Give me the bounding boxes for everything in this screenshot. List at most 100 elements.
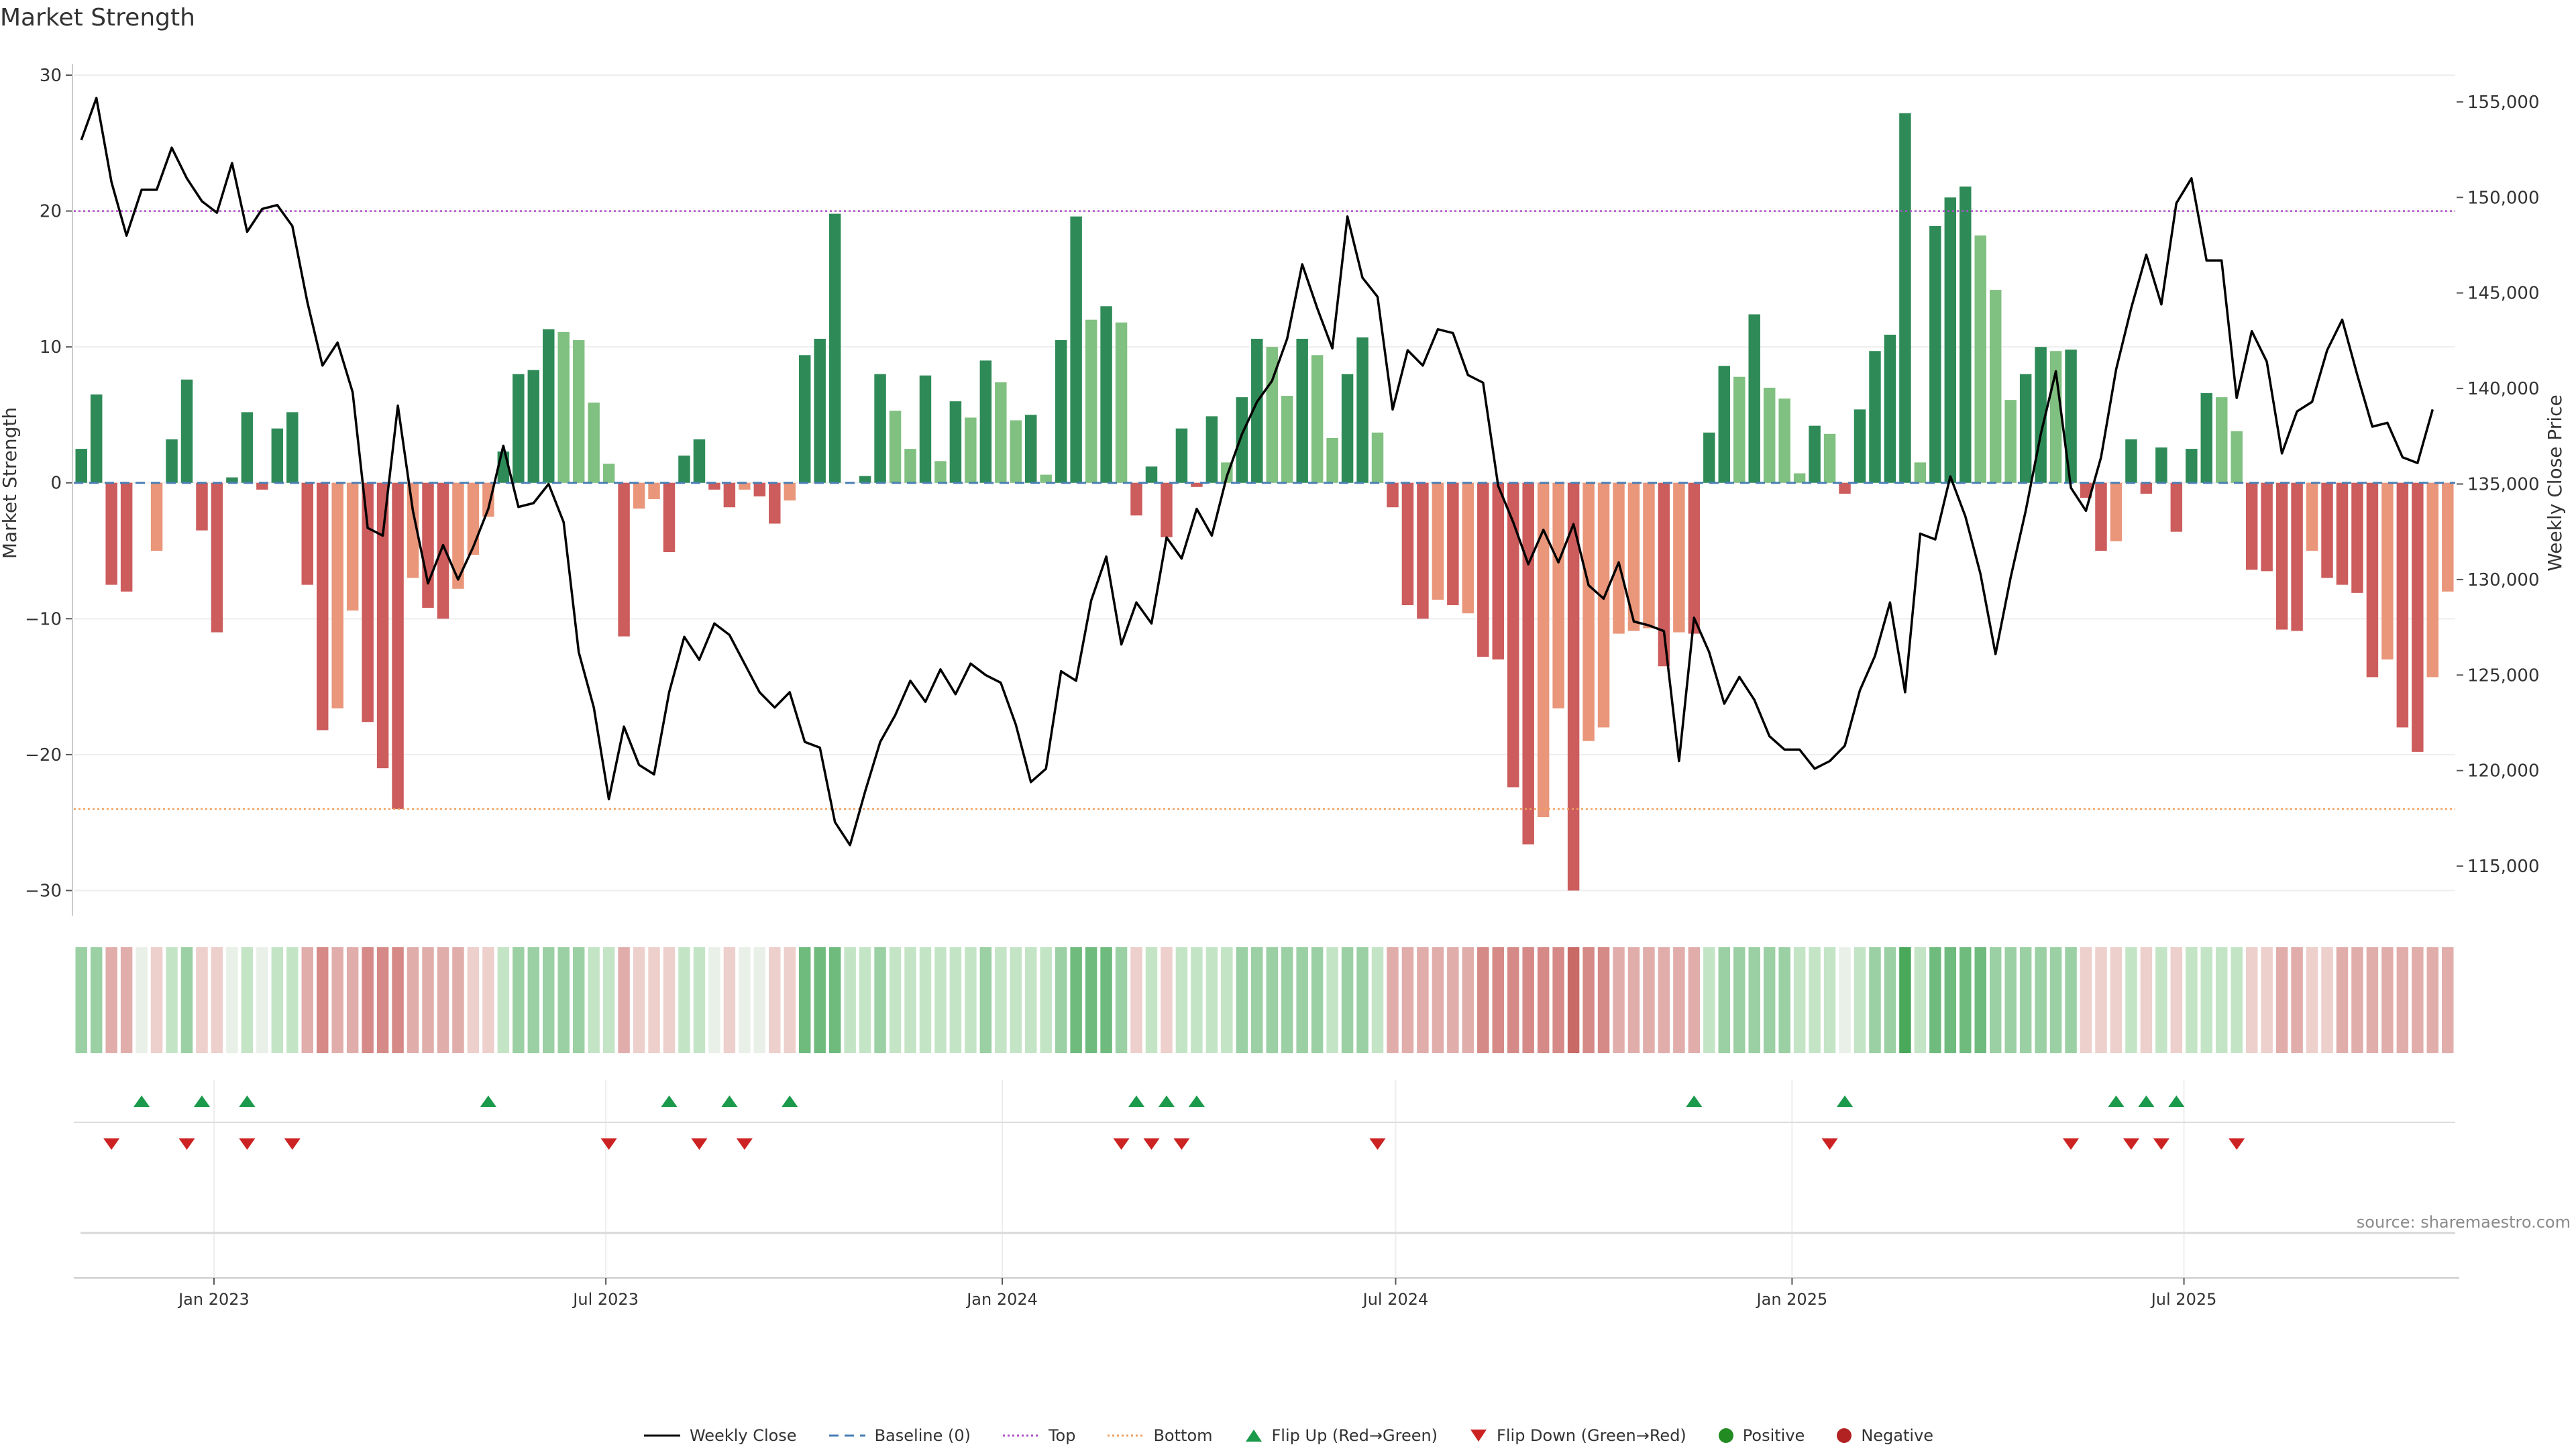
strength-bar — [1311, 355, 1324, 483]
strength-bar — [1055, 340, 1067, 483]
dotted-line-purple-icon — [1002, 1434, 1039, 1437]
heatmap-cell — [1311, 947, 1324, 1053]
flip-down-marker — [103, 1138, 120, 1150]
strength-bar — [784, 482, 796, 501]
heatmap-cell — [1266, 947, 1278, 1053]
strength-bar — [2231, 431, 2243, 483]
heatmap-cell — [1115, 947, 1128, 1053]
x-tick-label: Jul 2024 — [1362, 1290, 1429, 1309]
heatmap-cell — [120, 947, 133, 1053]
strength-bar — [392, 482, 404, 809]
heatmap-cell — [1341, 947, 1354, 1053]
heatmap-cell — [1462, 947, 1474, 1053]
y-tick-label-right: 145,000 — [2467, 284, 2540, 304]
strength-bar — [633, 482, 645, 509]
strength-bar — [995, 382, 1007, 483]
heatmap-cell — [150, 947, 163, 1053]
strength-bar — [904, 449, 916, 483]
heatmap-cell — [1492, 947, 1504, 1053]
strength-bar — [2306, 482, 2318, 551]
strength-bar — [889, 411, 902, 483]
heatmap-cell — [1929, 947, 1941, 1053]
heatmap-cell — [2351, 947, 2363, 1053]
source-credit: source: sharemaestro.com — [2356, 1213, 2571, 1232]
strength-bar — [2216, 397, 2228, 483]
heatmap-cell — [1085, 947, 1097, 1053]
heatmap-cell — [1145, 947, 1158, 1053]
heatmap-cell — [407, 947, 419, 1053]
strength-bar — [2170, 482, 2183, 532]
strength-bar — [211, 482, 223, 633]
heatmap-cell — [1989, 947, 2002, 1053]
heatmap-cell — [497, 947, 510, 1053]
heatmap-cell — [602, 947, 615, 1053]
heatmap-cell — [572, 947, 585, 1053]
heatmap-cell — [166, 947, 178, 1053]
y-tick-label-right: 140,000 — [2467, 379, 2540, 399]
strength-bar — [1205, 416, 1218, 483]
heatmap-cell — [1899, 947, 1911, 1053]
strength-bar — [1281, 396, 1293, 483]
strength-bar — [75, 449, 87, 483]
y-tick-label-right: 135,000 — [2467, 474, 2540, 494]
legend: Weekly Close Baseline (0) Top Bottom Fli… — [0, 1422, 2576, 1449]
strength-bar — [1432, 482, 1444, 600]
y-tick-label-left: −10 — [25, 609, 62, 629]
heatmap-cell — [1130, 947, 1142, 1053]
strength-bar — [2381, 482, 2394, 660]
strength-bar — [739, 482, 751, 490]
heatmap-cell — [633, 947, 645, 1053]
heatmap-cell — [2275, 947, 2288, 1053]
heatmap-cell — [105, 947, 117, 1053]
heatmap-cell — [1522, 947, 1534, 1053]
heatmap-cell — [392, 947, 404, 1053]
strength-bar — [693, 439, 706, 483]
heatmap-cell — [678, 947, 690, 1053]
flip-down-marker — [736, 1138, 753, 1150]
strength-bar — [2080, 482, 2092, 498]
strength-bar — [2110, 482, 2123, 541]
heatmap-cell — [1477, 947, 1489, 1053]
flip-down-marker — [1173, 1138, 1190, 1150]
flip-up-marker — [1188, 1095, 1205, 1107]
strength-bar — [2336, 482, 2349, 585]
heatmap-cell — [422, 947, 434, 1053]
heatmap-cell — [1100, 947, 1112, 1053]
flip-up-marker — [782, 1095, 798, 1107]
heatmap-cell — [1432, 947, 1444, 1053]
strength-bar — [1191, 482, 1203, 487]
heatmap-cell — [1960, 947, 1972, 1053]
strength-bar — [1643, 482, 1655, 629]
x-tick-label: Jan 2024 — [965, 1290, 1038, 1309]
strength-bar — [678, 455, 690, 483]
legend-item-weekly-close: Weekly Close — [643, 1426, 797, 1445]
strength-bar — [1130, 482, 1142, 516]
strength-bar — [120, 482, 133, 592]
strength-bar — [708, 482, 720, 490]
heatmap-cell — [1869, 947, 1881, 1053]
heatmap-cell — [1839, 947, 1851, 1053]
strength-bar — [663, 482, 676, 553]
strength-bar — [316, 482, 329, 731]
flip-down-marker — [691, 1138, 708, 1150]
strength-bar — [256, 482, 268, 490]
heatmap-cell — [588, 947, 600, 1053]
heatmap-cell — [1387, 947, 1399, 1053]
legend-label: Baseline (0) — [874, 1426, 971, 1445]
strength-bar — [437, 482, 449, 619]
strength-bar — [814, 339, 826, 483]
strength-bar — [407, 482, 419, 578]
heatmap-cell — [2442, 947, 2454, 1053]
flip-down-marker — [178, 1138, 195, 1150]
strength-bar — [1929, 225, 1941, 483]
flip-up-marker — [133, 1095, 150, 1107]
strength-bar — [2366, 482, 2379, 678]
heatmap-cell — [2170, 947, 2183, 1053]
strength-bar — [2291, 482, 2303, 631]
heatmap-cell — [1326, 947, 1338, 1053]
heatmap-cell — [346, 947, 359, 1053]
flip-up-marker — [480, 1095, 496, 1107]
strength-bar — [1492, 482, 1504, 660]
heatmap-cell — [316, 947, 329, 1053]
